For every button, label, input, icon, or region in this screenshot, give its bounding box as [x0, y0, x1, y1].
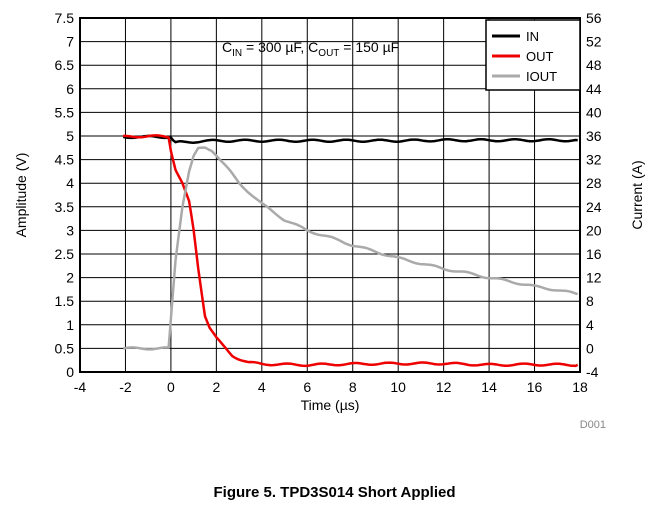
legend-label-out: OUT — [526, 49, 554, 64]
y2-tick-label: 0 — [586, 340, 594, 356]
x-tick-label: 4 — [258, 379, 266, 395]
chart: -4 -2 0 2 4 6 8 10 12 14 16 1800.511.522.533.544.55… — [13, 10, 645, 431]
y2-tick-label: 40 — [586, 104, 602, 120]
y2-tick-label: 28 — [586, 175, 602, 191]
x-axis-title: Time (µs) — [301, 397, 360, 413]
x-tick-label: 18 — [572, 379, 588, 395]
y-tick-label: 6 — [66, 81, 74, 97]
tick-labels: -4 -2 0 2 4 6 8 10 12 14 16 1800.511.522.533.544.55… — [55, 10, 602, 395]
y2-tick-label: 52 — [586, 34, 602, 50]
y2-tick-label: 4 — [586, 317, 594, 333]
x-tick-label: 2 — [212, 379, 220, 395]
y2-tick-label: 24 — [586, 199, 602, 215]
y-tick-label: 6.5 — [55, 57, 75, 73]
x-tick-label: 6 — [303, 379, 311, 395]
x-tick-label: 0 — [167, 379, 175, 395]
y2-tick-label: 16 — [586, 246, 602, 262]
x-tick-label: 10 — [390, 379, 406, 395]
y-tick-label: 1.5 — [55, 293, 75, 309]
y-tick-label: 0 — [66, 364, 74, 380]
y-tick-label: 1 — [66, 317, 74, 333]
y-tick-label: 5.5 — [55, 104, 75, 120]
y-tick-label: 0.5 — [55, 340, 75, 356]
y-tick-label: 4 — [66, 175, 74, 191]
y2-axis-title: Current (A) — [629, 160, 645, 229]
x-tick-label: 8 — [349, 379, 357, 395]
annot-post: = 150 µF — [339, 39, 399, 55]
x-tick-label: 12 — [436, 379, 452, 395]
x-tick-label: 16 — [527, 379, 543, 395]
figure-caption: Figure 5. TPD3S014 Short Applied — [213, 484, 456, 501]
y2-tick-label: 36 — [586, 128, 602, 144]
y-tick-label: 2.5 — [55, 246, 75, 262]
y2-tick-label: 32 — [586, 152, 602, 168]
annot-pre1: C — [222, 39, 232, 55]
legend: IN OUT IOUT — [485, 19, 581, 91]
plot-frame — [79, 17, 581, 373]
y-tick-label: 4.5 — [55, 152, 75, 168]
y-tick-label: 7 — [66, 34, 74, 50]
y2-tick-label: 56 — [586, 10, 602, 26]
annot-sub2: OUT — [318, 48, 339, 59]
series-out-line — [123, 134, 579, 368]
y-tick-label: 3 — [66, 222, 74, 238]
y2-tick-label: 48 — [586, 57, 602, 73]
y2-tick-label: 20 — [586, 222, 602, 238]
y-tick-label: 5 — [66, 128, 74, 144]
x-tick-label: -4 — [74, 379, 87, 395]
y-tick-label: 3.5 — [55, 199, 75, 215]
y-tick-label: 7.5 — [55, 10, 75, 26]
y2-tick-label: 12 — [586, 270, 602, 286]
legend-label-iout: IOUT — [526, 69, 557, 84]
conditions-annotation: CIN = 300 µF, COUT = 150 µF — [222, 39, 399, 59]
y2-tick-label: 8 — [586, 293, 594, 309]
series-layer — [122, 134, 579, 368]
annot-mid: = 300 µF, C — [242, 39, 318, 55]
x-tick-label: -2 — [119, 379, 132, 395]
figure-id: D001 — [580, 419, 606, 431]
legend-label-in: IN — [526, 29, 539, 44]
y2-tick-label: -4 — [586, 364, 599, 380]
y2-tick-label: 44 — [586, 81, 602, 97]
series-in-line — [122, 134, 578, 144]
y-tick-label: 2 — [66, 270, 74, 286]
x-tick-label: 14 — [481, 379, 497, 395]
series-iout-line — [122, 146, 579, 351]
annot-sub1: IN — [232, 48, 242, 59]
y-axis-title: Amplitude (V) — [13, 153, 29, 238]
